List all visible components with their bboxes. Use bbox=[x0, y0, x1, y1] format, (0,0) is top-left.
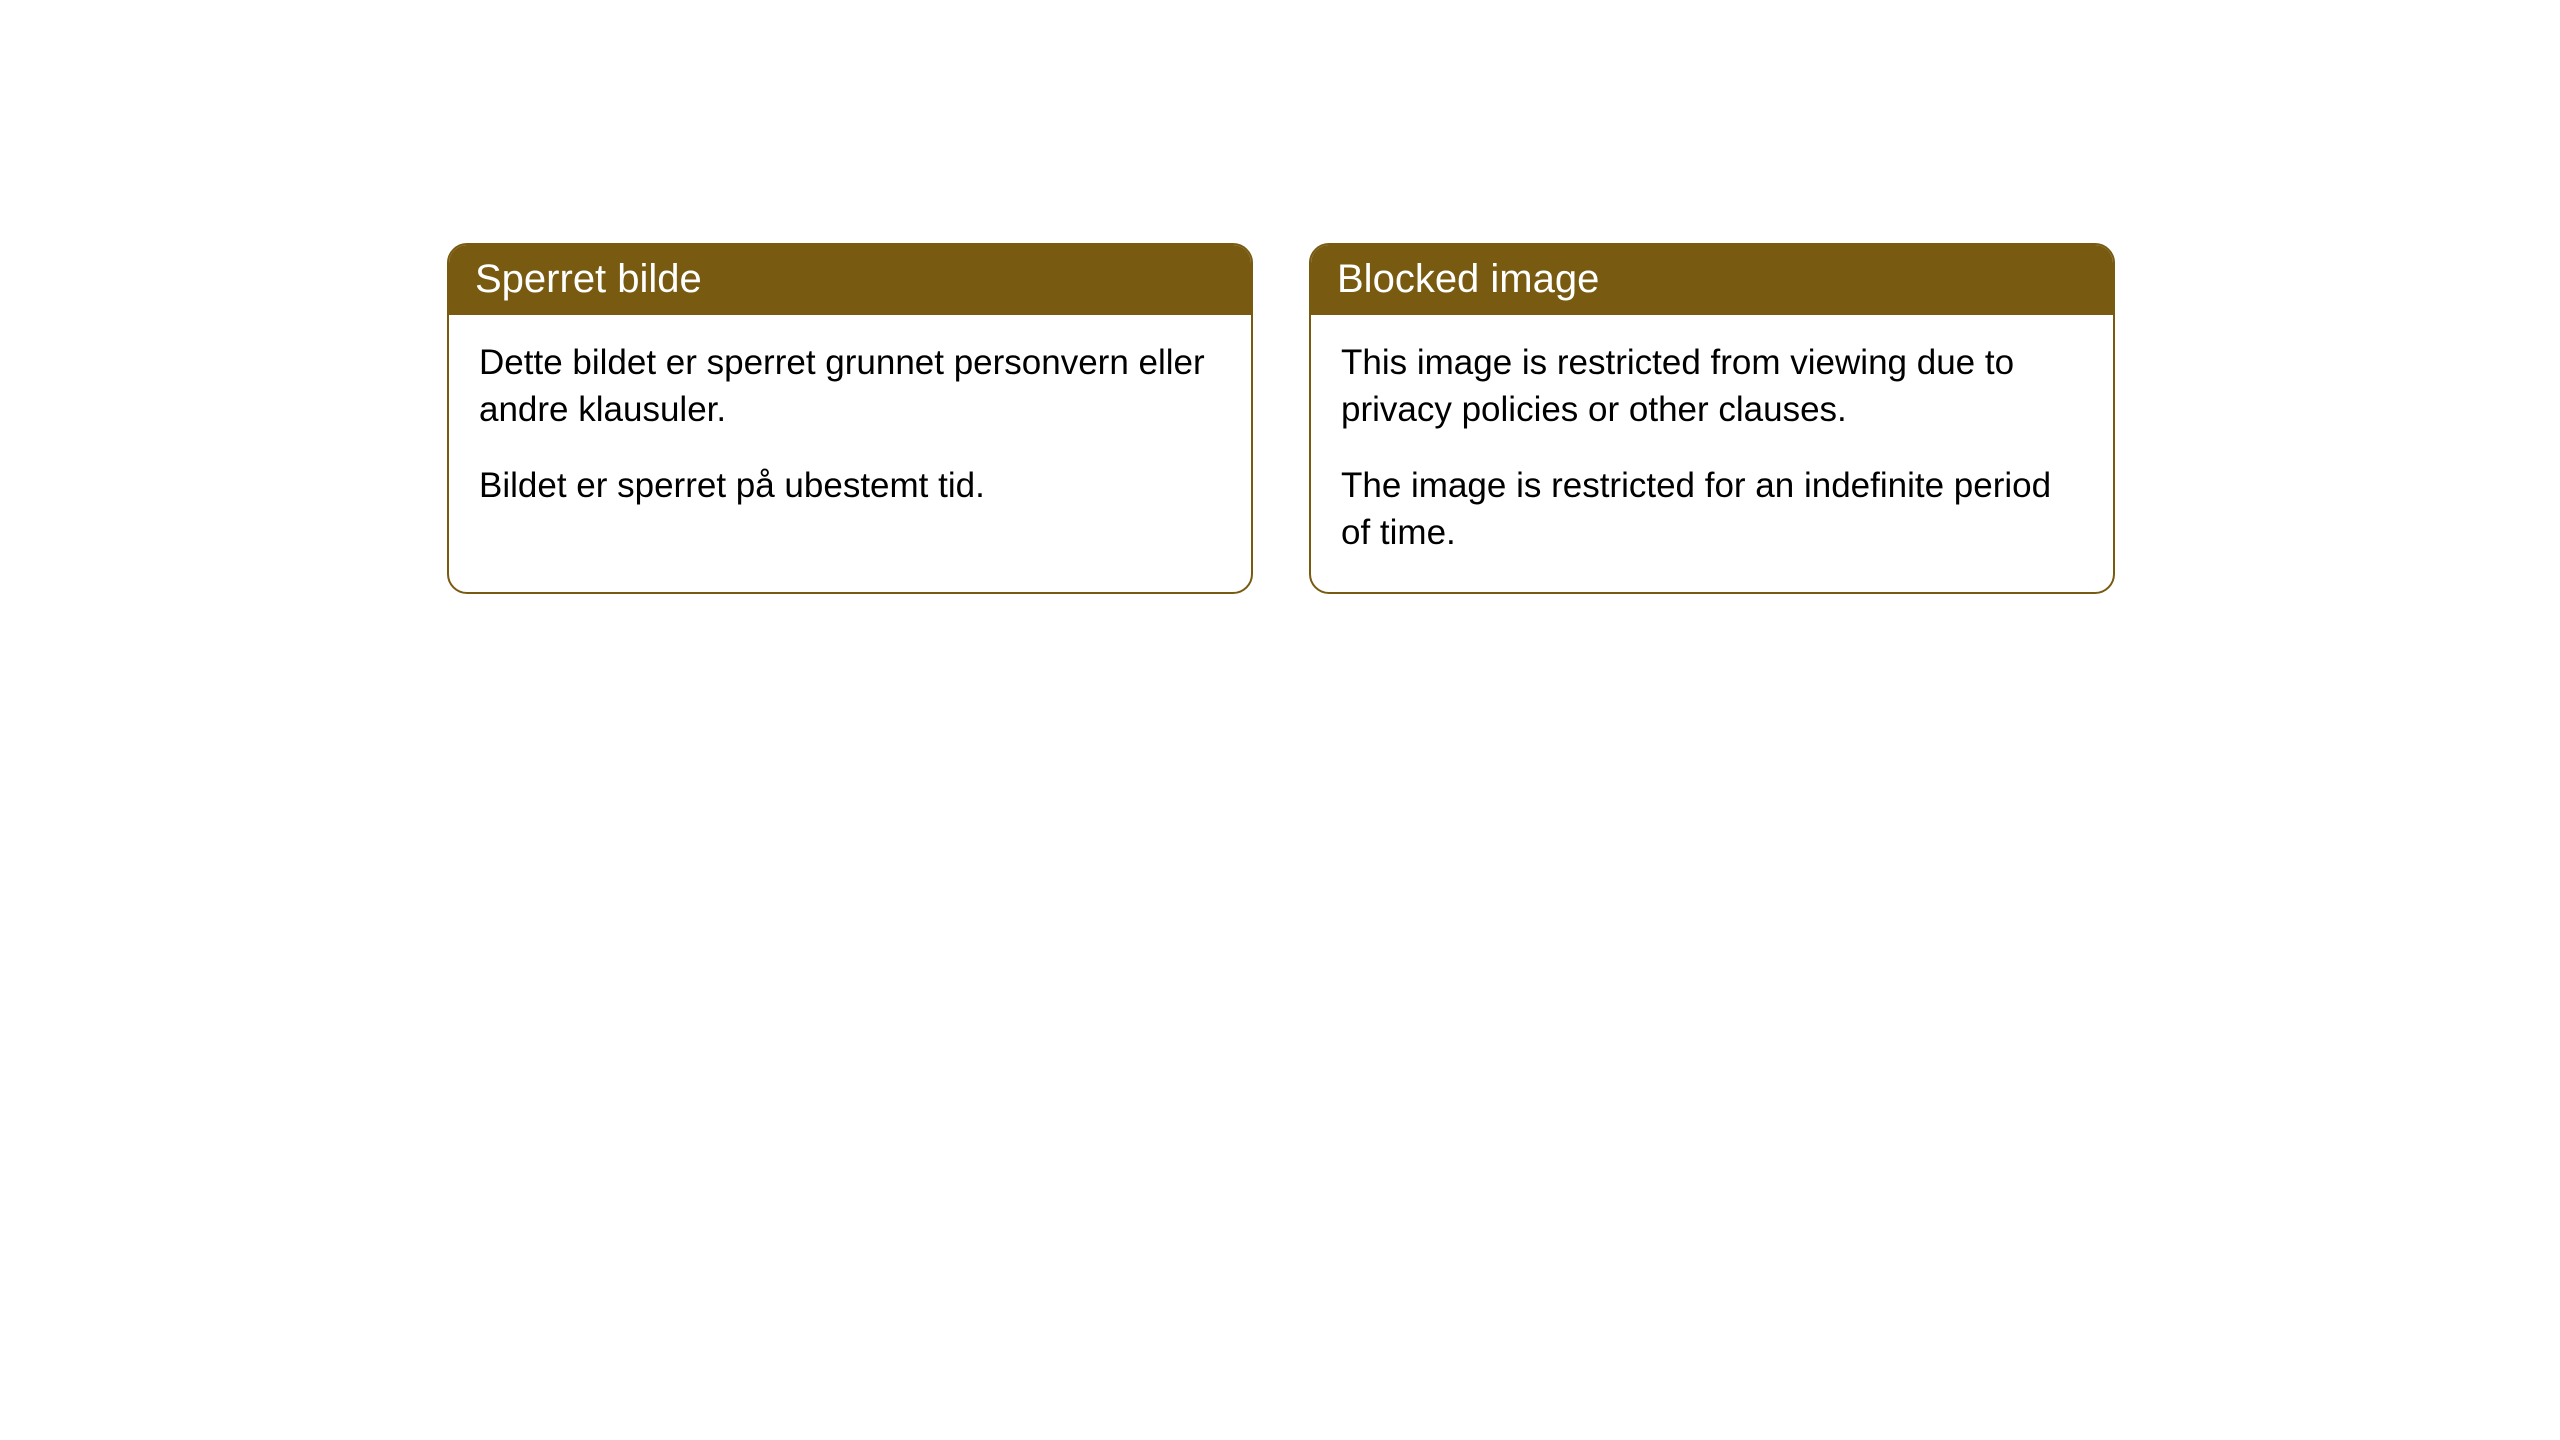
card-paragraph-1: Dette bildet er sperret grunnet personve… bbox=[479, 339, 1221, 434]
notice-card-english: Blocked image This image is restricted f… bbox=[1309, 243, 2115, 594]
card-paragraph-1: This image is restricted from viewing du… bbox=[1341, 339, 2083, 434]
card-header-english: Blocked image bbox=[1311, 245, 2113, 315]
notice-cards-container: Sperret bilde Dette bildet er sperret gr… bbox=[447, 243, 2115, 594]
card-body-norwegian: Dette bildet er sperret grunnet personve… bbox=[449, 315, 1251, 545]
card-body-english: This image is restricted from viewing du… bbox=[1311, 315, 2113, 592]
card-paragraph-2: The image is restricted for an indefinit… bbox=[1341, 462, 2083, 557]
notice-card-norwegian: Sperret bilde Dette bildet er sperret gr… bbox=[447, 243, 1253, 594]
card-paragraph-2: Bildet er sperret på ubestemt tid. bbox=[479, 462, 1221, 509]
card-header-norwegian: Sperret bilde bbox=[449, 245, 1251, 315]
